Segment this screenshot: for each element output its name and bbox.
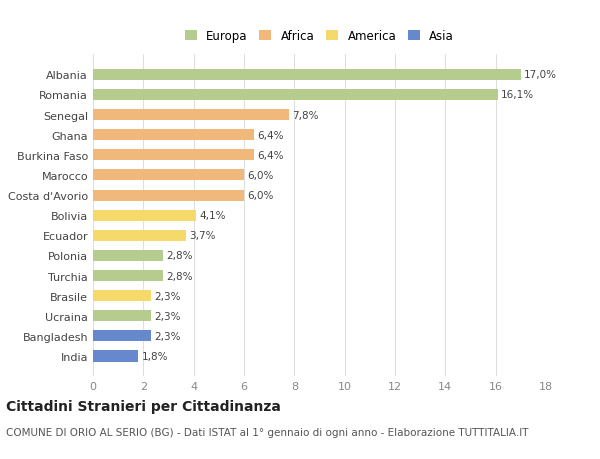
Bar [93,250,163,262]
Text: 6,0%: 6,0% [247,190,274,201]
Text: Cittadini Stranieri per Cittadinanza: Cittadini Stranieri per Cittadinanza [6,399,281,413]
Text: 2,3%: 2,3% [154,331,181,341]
Legend: Europa, Africa, America, Asia: Europa, Africa, America, Asia [185,30,454,43]
Text: 6,4%: 6,4% [257,130,284,140]
Text: 2,3%: 2,3% [154,291,181,301]
Text: 2,8%: 2,8% [166,271,193,281]
Bar [93,330,151,341]
Text: 16,1%: 16,1% [501,90,535,100]
Text: 7,8%: 7,8% [292,110,319,120]
Text: 1,8%: 1,8% [142,351,168,361]
Bar [93,210,196,221]
Text: 4,1%: 4,1% [199,211,226,221]
Bar [93,351,139,362]
Bar [93,70,521,81]
Text: 6,4%: 6,4% [257,151,284,161]
Bar [93,170,244,181]
Text: 17,0%: 17,0% [524,70,557,80]
Text: 2,8%: 2,8% [166,251,193,261]
Bar [93,311,151,322]
Text: 6,0%: 6,0% [247,171,274,180]
Bar [93,110,289,121]
Bar [93,291,151,302]
Bar [93,150,254,161]
Text: 2,3%: 2,3% [154,311,181,321]
Bar [93,230,186,241]
Bar [93,130,254,141]
Text: COMUNE DI ORIO AL SERIO (BG) - Dati ISTAT al 1° gennaio di ogni anno - Elaborazi: COMUNE DI ORIO AL SERIO (BG) - Dati ISTA… [6,427,529,437]
Bar [93,190,244,201]
Bar [93,90,498,101]
Text: 3,7%: 3,7% [189,231,215,241]
Bar [93,270,163,281]
